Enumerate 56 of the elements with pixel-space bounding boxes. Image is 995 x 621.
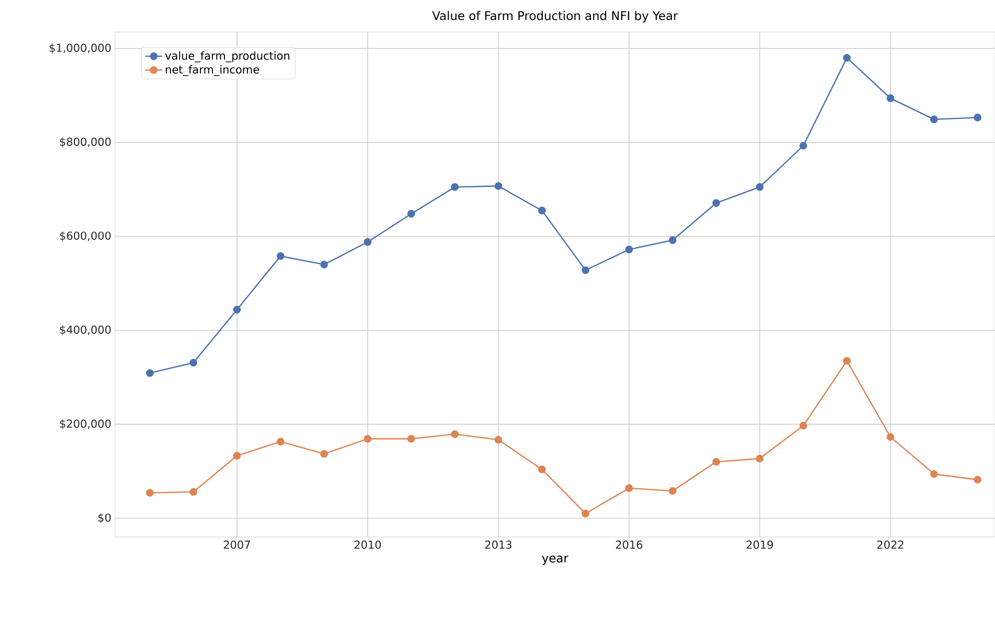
point — [582, 510, 590, 518]
point — [407, 210, 416, 218]
point — [538, 206, 546, 214]
point — [886, 433, 894, 441]
x-tick-label: 2010 — [354, 540, 381, 549]
point — [843, 54, 851, 62]
y-tick-label: $200,000 — [60, 419, 111, 430]
point — [625, 484, 633, 492]
point — [276, 252, 284, 260]
point — [450, 183, 459, 191]
point — [582, 266, 590, 274]
chart-title: Value of Farm Production and NFI by Year — [432, 10, 678, 22]
point — [494, 436, 502, 444]
legend-label: value_farm_production — [165, 51, 290, 62]
x-tick-label: 2007 — [224, 540, 250, 549]
point — [799, 422, 808, 430]
point — [233, 452, 241, 460]
y-tick-label: $400,000 — [60, 325, 111, 336]
point — [190, 488, 198, 496]
point — [320, 450, 328, 458]
point — [625, 246, 633, 254]
point — [538, 466, 546, 474]
point — [930, 116, 938, 124]
point — [974, 476, 982, 484]
y-tick-label: $800,000 — [60, 137, 111, 148]
point — [190, 358, 198, 367]
legend-label: net_farm_income — [166, 65, 259, 76]
point — [450, 430, 459, 438]
x-tick-label: 2022 — [877, 540, 904, 549]
point — [930, 470, 938, 478]
point — [146, 489, 154, 497]
point — [843, 357, 851, 365]
x-tick-label: 2013 — [485, 540, 512, 549]
point — [364, 434, 372, 443]
point — [233, 306, 241, 314]
point — [146, 369, 154, 377]
x-tick-label: 2016 — [616, 540, 642, 549]
point — [668, 236, 676, 244]
point — [407, 434, 416, 443]
x-tick-label: 2019 — [746, 540, 773, 549]
point — [886, 94, 894, 102]
point — [712, 199, 720, 207]
y-tick-label: $600,000 — [60, 231, 111, 242]
point — [712, 458, 720, 466]
point — [799, 142, 808, 150]
x-axis-title: year — [542, 556, 568, 565]
point — [364, 238, 372, 246]
point — [668, 487, 676, 495]
point — [756, 454, 764, 462]
point — [320, 260, 328, 268]
point — [276, 438, 284, 446]
point — [974, 114, 982, 122]
y-tick-label: $1,000,000 — [50, 43, 111, 54]
y-tick-label: $0 — [98, 513, 111, 524]
point — [756, 183, 764, 191]
point — [494, 182, 502, 190]
